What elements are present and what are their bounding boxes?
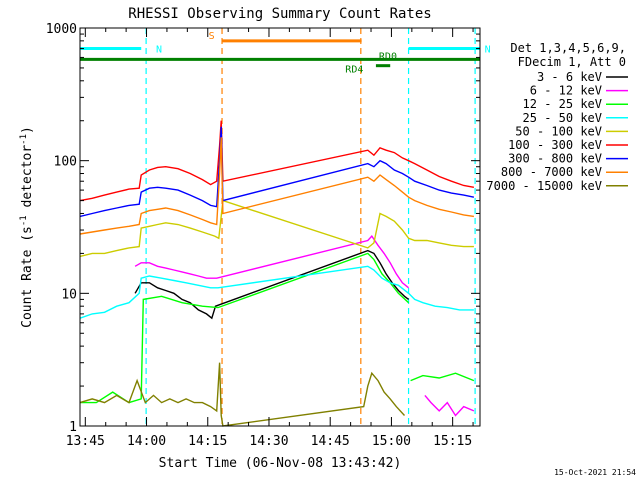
series-7000-15000-kev-line (79, 362, 406, 427)
y-axis-label-close: ) (20, 126, 35, 134)
series-6-12-kev-line-segment-2 (424, 394, 475, 417)
legend-label-3-6-kev: 3 - 6 keV (537, 70, 602, 84)
legend-label-12-25-kev: 12 - 25 keV (523, 97, 602, 111)
legend-label-7000-15000-kev: 7000 - 15000 keV (486, 179, 602, 193)
series-12-25-kev-line-segment-2 (410, 372, 475, 382)
y-tick-label: 1000 (46, 22, 77, 37)
legend-label-50-100-kev: 50 - 100 keV (515, 124, 602, 138)
x-tick-label: 15:15 (433, 434, 472, 449)
series-25-50-kev-line (79, 265, 474, 319)
series-100-300-kev-line (79, 120, 475, 202)
y-tick-label: 10 (61, 287, 77, 302)
y-tick-label: 1 (69, 420, 77, 435)
x-axis-label: Start Time (06-Nov-08 13:43:42) (159, 456, 402, 471)
series-800-7000-kev-line (79, 137, 475, 235)
legend-header-line-2: FDecim 1, Att 0 (518, 55, 626, 69)
chart-title: RHESSI Observing Summary Count Rates (128, 6, 431, 22)
y-axis-label: Count Rate (s-1 detector-1) (19, 126, 35, 328)
x-tick-label: 15:00 (372, 434, 411, 449)
y-axis: 1 10 100 1000 (46, 22, 480, 435)
series-50-100-kev-line (79, 199, 474, 258)
x-tick-label: 14:45 (311, 434, 350, 449)
flag-label-n: N (485, 45, 491, 56)
x-tick-label: 14:00 (127, 434, 166, 449)
legend-label-300-800-kev: 300 - 800 keV (508, 152, 602, 166)
flag-label-n: N (156, 45, 162, 56)
legend-label-25-50-kev: 25 - 50 keV (523, 111, 602, 125)
generation-timestamp: 15-Oct-2021 21:54 (554, 468, 636, 477)
series-6-12-kev-line (134, 234, 410, 289)
series-layer (79, 120, 475, 427)
y-axis-label-main: Count Rate (s (20, 226, 35, 328)
flag-label-rd0: RD0 (379, 52, 397, 63)
y-axis-label-sup: -1 (19, 215, 29, 226)
x-axis: 13:45 14:00 14:15 14:30 14:45 15:00 15:15 (66, 28, 474, 449)
series-3-6-kev-line (134, 249, 410, 320)
y-axis-label-mid: detector (20, 145, 35, 216)
x-tick-label: 14:15 (188, 434, 227, 449)
flag-label-s: S (209, 31, 215, 42)
plot-area: N N S RD4 RD0 (79, 28, 491, 427)
y-tick-label: 100 (54, 155, 77, 170)
legend: Det 1,3,4,5,6,9, FDecim 1, Att 0 3 - 6 k… (486, 41, 628, 193)
legend-label-100-300-kev: 100 - 300 keV (508, 138, 602, 152)
plot-frame (79, 27, 481, 427)
legend-label-800-7000-kev: 800 - 7000 keV (501, 165, 602, 179)
vertical-marker-layer (145, 28, 476, 426)
y-axis-label-sup2: -1 (19, 134, 29, 145)
legend-header-line-1: Det 1,3,4,5,6,9, (510, 41, 626, 55)
legend-label-6-12-kev: 6 - 12 keV (530, 84, 602, 98)
x-tick-label: 14:30 (249, 434, 288, 449)
x-tick-label: 13:45 (66, 434, 105, 449)
flag-layer: N N S RD4 RD0 (80, 31, 491, 75)
flag-label-rd4: RD4 (345, 64, 363, 75)
